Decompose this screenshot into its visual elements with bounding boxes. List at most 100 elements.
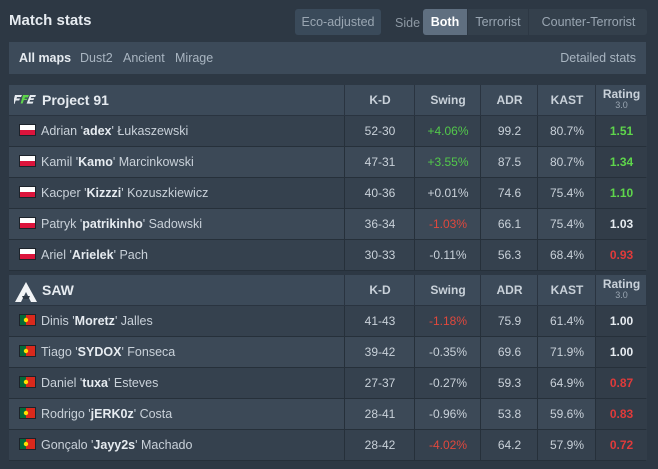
player-kast: 80.7% bbox=[537, 116, 596, 146]
player-swing: -4.02% bbox=[414, 430, 481, 460]
player-name-link[interactable]: Gonçalo 'Jayy2s' Machado bbox=[41, 438, 193, 452]
player-kd: 36-34 bbox=[344, 209, 415, 239]
map-tab-all-maps[interactable]: All maps bbox=[19, 51, 72, 65]
side-selector: Both Terrorist Counter-Terrorist bbox=[423, 9, 647, 35]
player-kast: 57.9% bbox=[537, 430, 596, 460]
side-option-terrorist[interactable]: Terrorist bbox=[467, 9, 528, 35]
side-label: Side bbox=[395, 16, 421, 30]
player-kast: 80.7% bbox=[537, 147, 596, 177]
player-swing: +3.55% bbox=[414, 147, 481, 177]
player-kast: 61.4% bbox=[537, 306, 596, 336]
player-kd: 28-42 bbox=[344, 430, 415, 460]
map-filter-bar: All maps Dust2 Ancient Mirage Detailed s… bbox=[9, 42, 646, 74]
eco-adjusted-toggle[interactable]: Eco-adjusted bbox=[295, 9, 381, 35]
player-nickname: Arielek bbox=[71, 248, 114, 262]
player-kast: 68.4% bbox=[537, 240, 596, 270]
player-row[interactable]: Kacper 'Kizzzi' Kozuszkiewicz 40-36 +0.01%… bbox=[9, 178, 647, 209]
detailed-stats-link[interactable]: Detailed stats bbox=[560, 51, 636, 65]
player-row[interactable]: Kamil 'Kamo' Marcinkowski 47-31 +3.55% 87.5… bbox=[9, 147, 647, 178]
column-header-kast: KAST bbox=[537, 85, 596, 115]
player-nickname: Moretz bbox=[74, 314, 115, 328]
player-kd: 40-36 bbox=[344, 178, 415, 208]
player-kd: 28-41 bbox=[344, 399, 415, 429]
team-name[interactable]: Project 91 bbox=[42, 92, 109, 108]
player-swing: -0.11% bbox=[414, 240, 481, 270]
player-rating: 1.00 bbox=[595, 306, 647, 336]
player-row[interactable]: Tiago 'SYDOX' Fonseca 39-42 -0.35% 69.6 71.9… bbox=[9, 337, 647, 368]
team-name[interactable]: SAW bbox=[42, 282, 74, 298]
player-swing: -0.96% bbox=[414, 399, 481, 429]
player-row[interactable]: Patryk 'patrikinho' Sadowski 36-34 -1.03% 6… bbox=[9, 209, 647, 240]
map-tab-dust2[interactable]: Dust2 bbox=[80, 51, 113, 65]
player-rating: 1.10 bbox=[595, 178, 647, 208]
column-header-swing: Swing bbox=[414, 85, 481, 115]
side-option-counter-terrorist[interactable]: Counter-Terrorist bbox=[528, 9, 647, 35]
player-kast: 71.9% bbox=[537, 337, 596, 367]
player-swing: -1.18% bbox=[414, 306, 481, 336]
player-nickname: adex bbox=[83, 124, 112, 138]
player-adr: 75.9 bbox=[480, 306, 538, 336]
player-kd: 52-30 bbox=[344, 116, 415, 146]
player-nickname: patrikinho bbox=[82, 217, 143, 231]
player-kast: 75.4% bbox=[537, 209, 596, 239]
player-swing: -0.27% bbox=[414, 368, 481, 398]
column-header-kast: KAST bbox=[537, 275, 596, 305]
player-name-link[interactable]: Daniel 'tuxa' Esteves bbox=[41, 376, 159, 390]
player-name-link[interactable]: Kamil 'Kamo' Marcinkowski bbox=[41, 155, 194, 169]
player-row[interactable]: Gonçalo 'Jayy2s' Machado 28-42 -4.02% 64.2 5… bbox=[9, 430, 647, 461]
player-row[interactable]: Ariel 'Arielek' Pach 30-33 -0.11% 56.3 68.4%… bbox=[9, 240, 647, 271]
player-nickname: Kizzzi bbox=[86, 186, 122, 200]
player-adr: 99.2 bbox=[480, 116, 538, 146]
player-kd: 47-31 bbox=[344, 147, 415, 177]
player-adr: 64.2 bbox=[480, 430, 538, 460]
player-name-link[interactable]: Adrian 'adex' Łukaszewski bbox=[41, 124, 189, 138]
player-nickname: tuxa bbox=[82, 376, 108, 390]
player-swing: -1.03% bbox=[414, 209, 481, 239]
player-rating: 1.03 bbox=[595, 209, 647, 239]
player-rating: 0.87 bbox=[595, 368, 647, 398]
team-header: SAW K-D Swing ADR KAST Rating 3.0 bbox=[9, 275, 646, 306]
player-kd: 41-43 bbox=[344, 306, 415, 336]
map-tab-ancient[interactable]: Ancient bbox=[123, 51, 165, 65]
player-kd: 30-33 bbox=[344, 240, 415, 270]
player-name-link[interactable]: Tiago 'SYDOX' Fonseca bbox=[41, 345, 176, 359]
player-rating: 1.51 bbox=[595, 116, 647, 146]
team-table-saw: SAW K-D Swing ADR KAST Rating 3.0 Dinis 'Moretz… bbox=[9, 275, 647, 461]
column-header-adr: ADR bbox=[480, 85, 538, 115]
column-header-rating: Rating 3.0 bbox=[595, 85, 647, 115]
player-name-link[interactable]: Kacper 'Kizzzi' Kozuszkiewicz bbox=[41, 186, 209, 200]
side-option-both[interactable]: Both bbox=[423, 9, 467, 35]
map-tab-mirage[interactable]: Mirage bbox=[175, 51, 214, 65]
player-row[interactable]: Rodrigo 'jERK0z' Costa 28-41 -0.96% 53.8 59.… bbox=[9, 399, 647, 430]
p91-logo-icon bbox=[12, 91, 38, 109]
player-adr: 66.1 bbox=[480, 209, 538, 239]
player-rating: 0.83 bbox=[595, 399, 647, 429]
player-adr: 59.3 bbox=[480, 368, 538, 398]
player-adr: 56.3 bbox=[480, 240, 538, 270]
player-row[interactable]: Dinis 'Moretz' Jalles 41-43 -1.18% 75.9 61.4… bbox=[9, 306, 647, 337]
player-nickname: Jayy2s bbox=[93, 438, 136, 452]
player-adr: 69.6 bbox=[480, 337, 538, 367]
column-header-adr: ADR bbox=[480, 275, 538, 305]
player-kast: 75.4% bbox=[537, 178, 596, 208]
team-header: Project 91 K-D Swing ADR KAST Rating 3.0 bbox=[9, 85, 646, 116]
match-stats-header: Match stats Eco-adjusted Side Both Terro… bbox=[0, 0, 658, 43]
player-nickname: Kamo bbox=[78, 155, 113, 169]
player-name-link[interactable]: Ariel 'Arielek' Pach bbox=[41, 248, 148, 262]
player-kd: 39-42 bbox=[344, 337, 415, 367]
player-name-link[interactable]: Dinis 'Moretz' Jalles bbox=[41, 314, 153, 328]
player-rating: 1.34 bbox=[595, 147, 647, 177]
player-nickname: SYDOX bbox=[77, 345, 122, 359]
player-rating: 0.93 bbox=[595, 240, 647, 270]
page-title: Match stats bbox=[9, 12, 92, 29]
player-name-link[interactable]: Rodrigo 'jERK0z' Costa bbox=[41, 407, 173, 421]
player-kast: 59.6% bbox=[537, 399, 596, 429]
player-adr: 87.5 bbox=[480, 147, 538, 177]
player-kd: 27-37 bbox=[344, 368, 415, 398]
player-adr: 53.8 bbox=[480, 399, 538, 429]
player-adr: 74.6 bbox=[480, 178, 538, 208]
player-name-link[interactable]: Patryk 'patrikinho' Sadowski bbox=[41, 217, 203, 231]
column-header-swing: Swing bbox=[414, 275, 481, 305]
player-row[interactable]: Daniel 'tuxa' Esteves 27-37 -0.27% 59.3 64.9… bbox=[9, 368, 647, 399]
player-row[interactable]: Adrian 'adex' Łukaszewski 52-30 +4.06% 99.2… bbox=[9, 116, 647, 147]
